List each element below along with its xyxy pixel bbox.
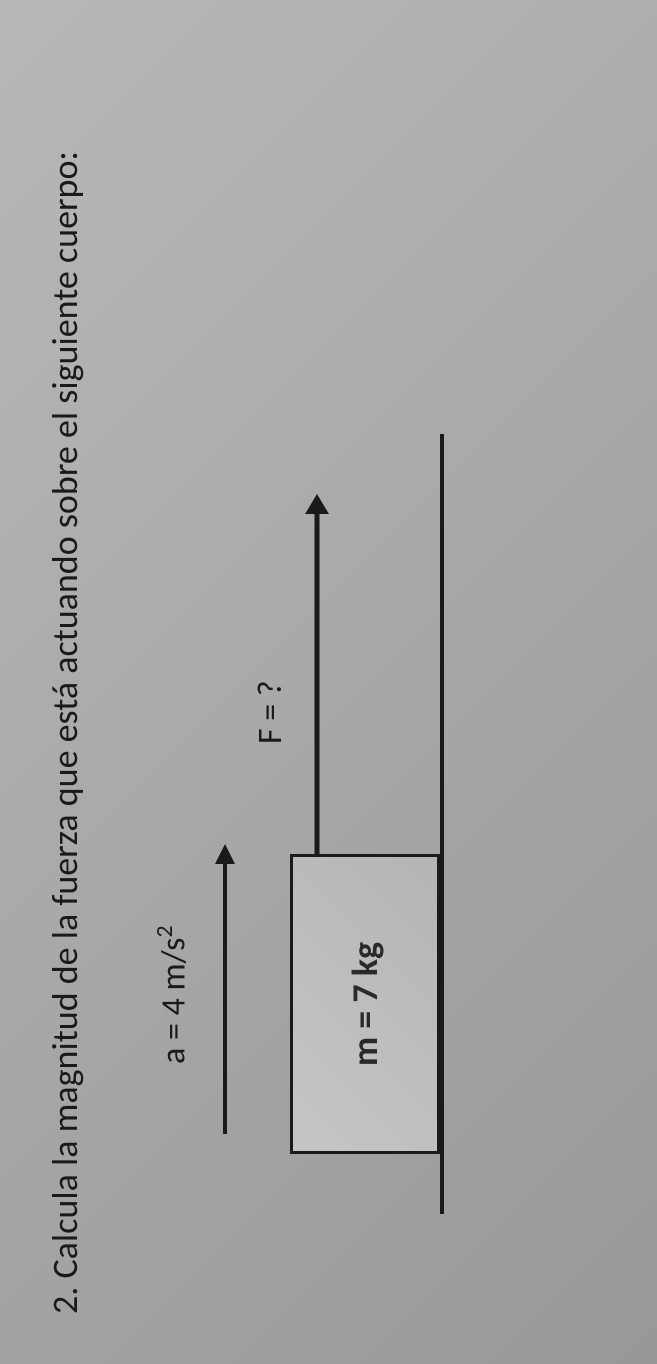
force-arrow-icon xyxy=(302,494,332,854)
force-label: F = ? xyxy=(250,680,291,744)
physics-diagram: a = 4 m/s2 F = ? m = 7 kg xyxy=(150,454,500,1254)
mass-label: m = 7 kg xyxy=(343,942,387,1066)
acceleration-arrow-icon xyxy=(210,844,240,1134)
question-prompt: Calcula la magnitud de la fuerza que est… xyxy=(43,151,87,1279)
question-number: 2. xyxy=(43,1287,87,1314)
acceleration-label: a = 4 m/s2 xyxy=(150,925,194,1064)
question-text: 2. Calcula la magnitud de la fuerza que … xyxy=(40,50,90,1314)
ground-line xyxy=(440,434,444,1214)
mass-block: m = 7 kg xyxy=(290,854,440,1154)
page-content: 2. Calcula la magnitud de la fuerza que … xyxy=(0,0,657,1364)
